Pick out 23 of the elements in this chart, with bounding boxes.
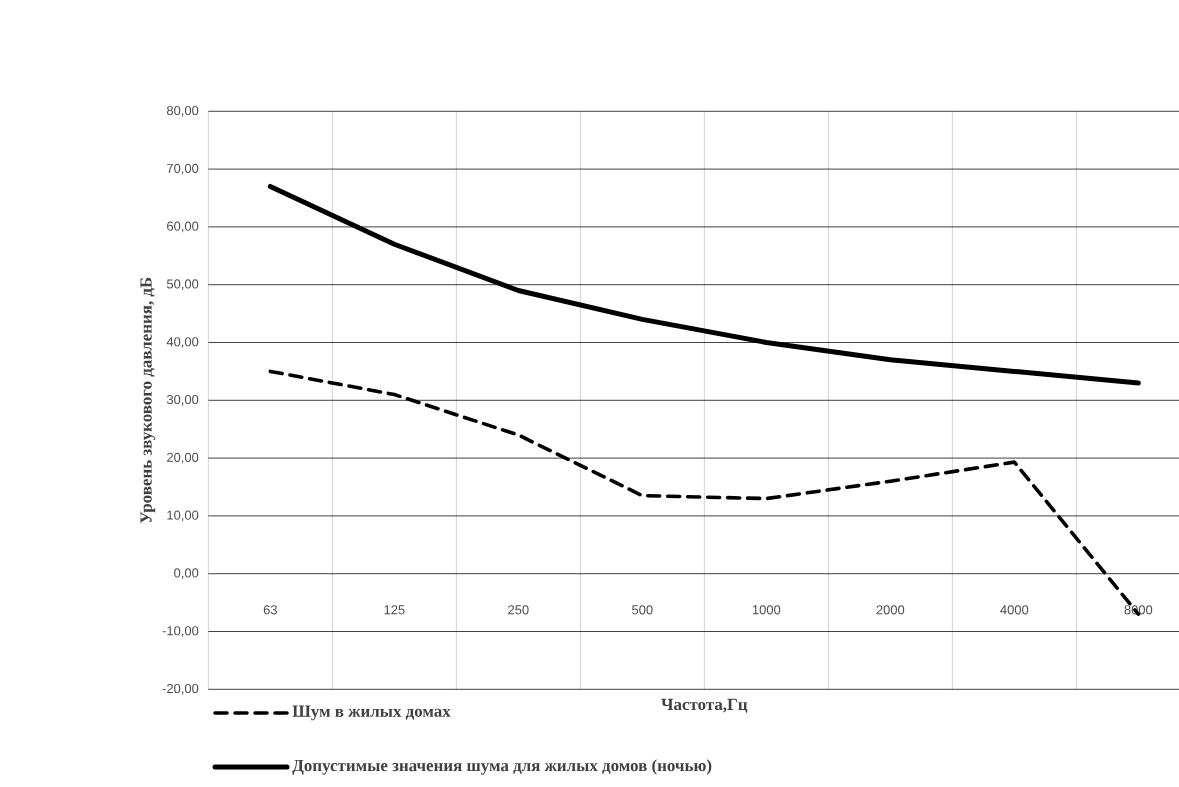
y-tick-label: 50,00: [166, 279, 199, 291]
y-tick-label: -10,00: [162, 626, 199, 637]
x-tick-label: 125: [384, 605, 405, 615]
y-tick-label: -20,00: [162, 683, 199, 695]
x-tick-label: 63: [263, 605, 277, 615]
x-tick-label: 1000: [752, 605, 781, 615]
y-tick-label: 80,00: [166, 105, 199, 117]
x-tick-label: 8000: [1124, 605, 1153, 615]
y-tick-label: 40,00: [166, 337, 199, 348]
y-tick-label: 70,00: [167, 163, 199, 175]
y-tick-label: 10,00: [167, 510, 199, 522]
legend-label: Допустимые значения шума для жилых домов (ночью): [292, 759, 712, 775]
x-axis-title: Частота,Гц: [661, 698, 748, 713]
legend-label: Шум в жилых домах: [292, 705, 451, 721]
y-tick-label: 0,00: [174, 568, 199, 580]
x-tick-label: 500: [632, 605, 653, 615]
y-axis-title: Уровень звукового давления, дБ: [140, 277, 156, 524]
x-tick-label: 250: [508, 605, 529, 615]
x-tick-label: 2000: [876, 605, 905, 615]
x-tick-label: 4000: [1000, 605, 1029, 615]
y-tick-label: 30,00: [166, 394, 199, 406]
y-tick-label: 60,00: [167, 221, 199, 233]
y-tick-label: 20,00: [167, 452, 199, 464]
